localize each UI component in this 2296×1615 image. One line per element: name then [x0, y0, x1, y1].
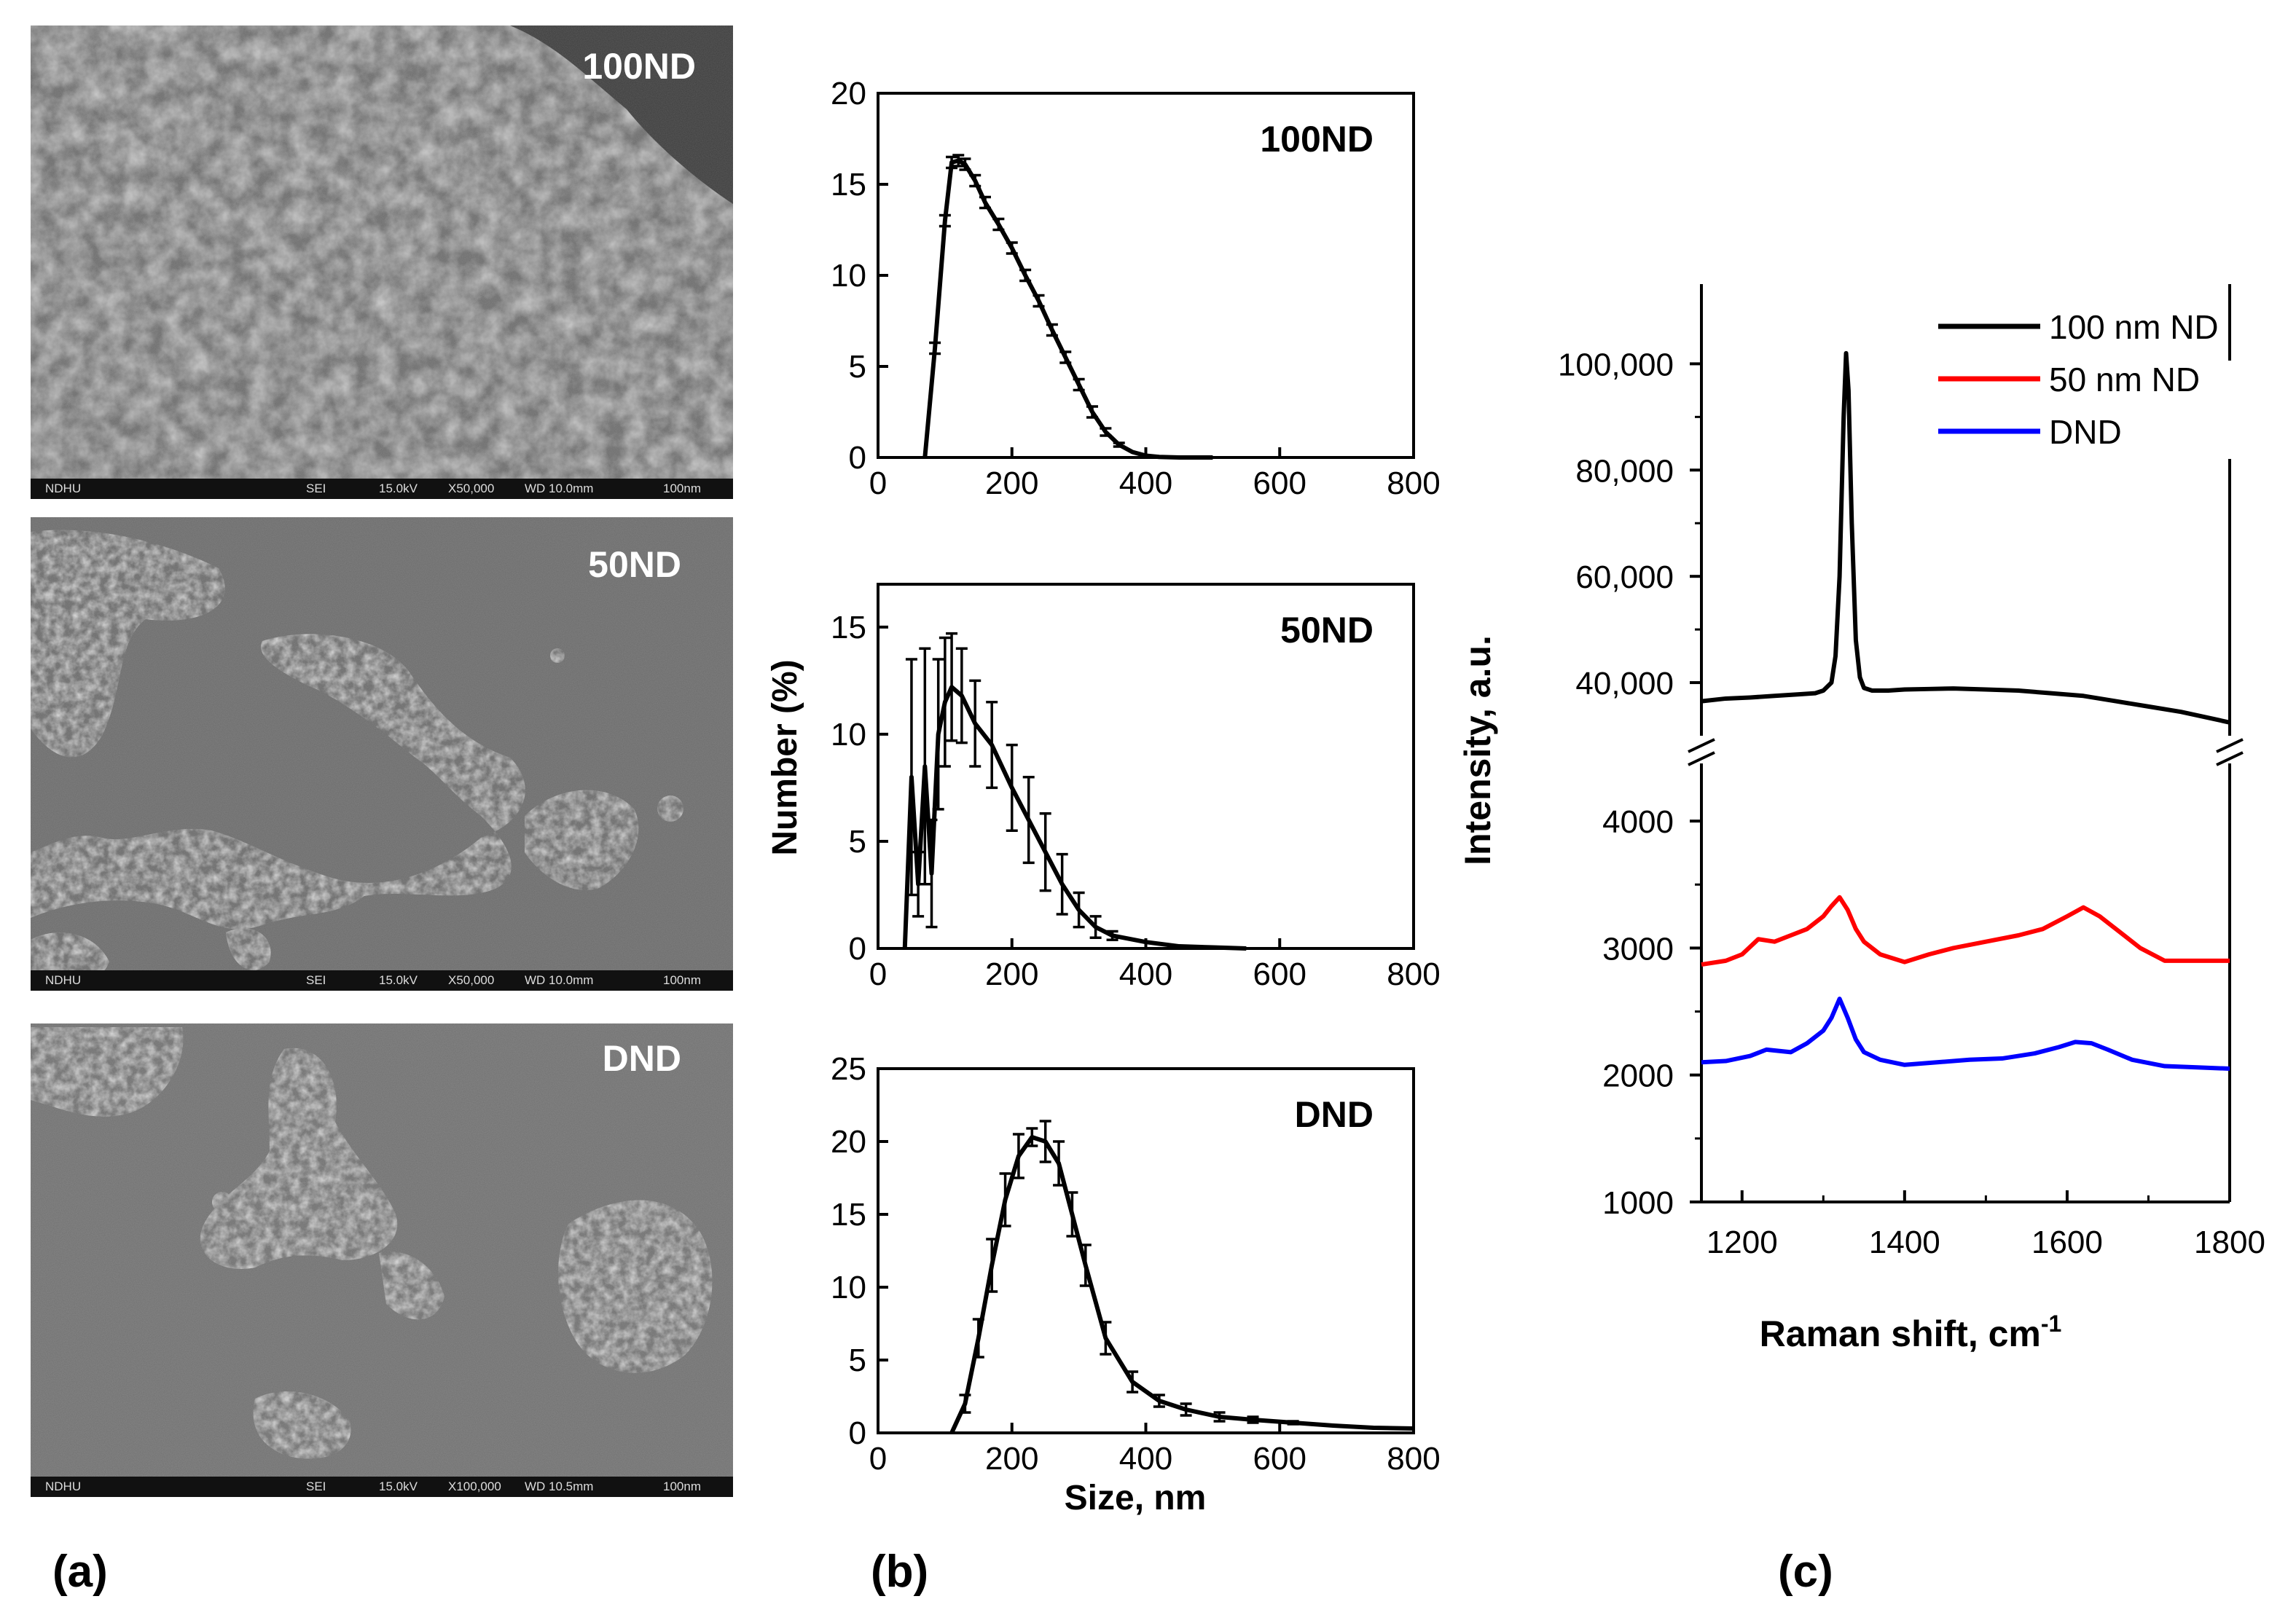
sem-footer-text: X100,000 — [448, 1480, 501, 1493]
sem-footer-text: NDHU — [45, 1480, 81, 1493]
raman-y-axis-label: Intensity, a.u. — [1457, 635, 1498, 865]
y-tick-label: 5 — [849, 349, 866, 385]
panel-label-c: (c) — [1778, 1547, 1833, 1597]
y-tick-label: 4000 — [1602, 804, 1674, 840]
x-tick-label: 1400 — [1869, 1225, 1940, 1260]
raman-series-50-nm-nd — [1701, 895, 2230, 967]
sem-label-50nd: 50ND — [588, 544, 681, 585]
sem-footer-text: X50,000 — [448, 482, 494, 495]
x-tick-label: 400 — [1119, 465, 1172, 501]
sem-image-100nd — [31, 25, 733, 499]
y-tick-label: 10 — [831, 258, 866, 294]
sem-footer-text: WD 10.5mm — [525, 1480, 593, 1493]
panel-label-b: (b) — [871, 1547, 928, 1597]
sem-footer-text: 100nm — [663, 973, 701, 987]
x-tick-label: 600 — [1253, 956, 1306, 992]
y-tick-label: 10 — [831, 717, 866, 753]
y-tick-label: 2000 — [1602, 1058, 1674, 1094]
sem-label-100nd: 100ND — [582, 46, 696, 87]
axis-break-mark — [2216, 738, 2244, 753]
size-chart-100nd: 0 200 400 600 800 0 5 10 15 20 100ND — [831, 76, 1441, 501]
y-tick-label: 15 — [831, 167, 866, 203]
y-tick-label: 80,000 — [1575, 453, 1674, 489]
raman-axes: 1200 1400 1600 1800 40,000 60,000 80,000 100,00… — [1558, 284, 2265, 1260]
x-tick-label: 0 — [869, 956, 887, 992]
distribution-line — [922, 158, 1213, 460]
raman-x-axis-label: Raman shift, cm-1 — [1760, 1311, 2062, 1354]
distribution-line — [949, 1135, 1414, 1434]
x-tick-label: 600 — [1253, 465, 1306, 501]
panel-label-a: (a) — [52, 1547, 108, 1597]
x-tick-label: 1800 — [2194, 1225, 2265, 1260]
x-tick-label: 400 — [1119, 1441, 1172, 1477]
sem-footer-text: 100nm — [663, 1480, 701, 1493]
raman-series-100-nm-nd — [1701, 350, 2230, 725]
raman-panel: Intensity, a.u. Raman shift, cm-1 1200 14… — [1457, 284, 2265, 1354]
sem-footers: NDHU SEI 15.0kV X50,000 WD 10.0mm 100nm NDHU SE… — [45, 482, 701, 1493]
sem-footer-text: X50,000 — [448, 973, 494, 987]
x-tick-label: 200 — [985, 1441, 1038, 1477]
x-tick-label: 400 — [1119, 956, 1172, 992]
y-tick-label: 60,000 — [1575, 559, 1674, 595]
y-tick-label: 100,000 — [1558, 347, 1674, 382]
sem-footer-text: 100nm — [663, 482, 701, 495]
sem-footer-text: SEI — [306, 973, 326, 987]
legend-label: DND — [2049, 413, 2122, 451]
distribution-label: 100ND — [1260, 119, 1374, 160]
distribution-label: DND — [1295, 1094, 1374, 1135]
x-tick-label: 200 — [985, 465, 1038, 501]
y-tick-label: 10 — [831, 1270, 866, 1305]
sem-label-dnd: DND — [603, 1038, 681, 1079]
y-tick-label: 20 — [831, 76, 866, 111]
y-tick-label: 20 — [831, 1124, 866, 1160]
legend-label: 50 nm ND — [2049, 361, 2200, 398]
distribution-label: 50ND — [1280, 610, 1374, 651]
legend-label: 100 nm ND — [2049, 308, 2219, 346]
x-tick-label: 1200 — [1707, 1225, 1778, 1260]
sem-panel: 100ND 50ND DND NDHU SEI 15.0kV X50,000 WD 10… — [31, 25, 733, 1497]
axis-break-mark — [1688, 751, 1715, 766]
sem-footer-text: NDHU — [45, 973, 81, 987]
sem-image-50nd — [31, 517, 733, 991]
sem-footer-text: 15.0kV — [379, 1480, 418, 1493]
y-tick-label: 3000 — [1602, 931, 1674, 967]
size-x-axis-label: Size, nm — [1065, 1479, 1207, 1517]
axis-break-mark — [2216, 751, 2244, 766]
sem-footer-text: SEI — [306, 1480, 326, 1493]
size-chart-dnd: 0 200 400 600 800 0 5 10 15 20 25 DND — [831, 1051, 1441, 1477]
x-tick-label: 600 — [1253, 1441, 1306, 1477]
y-tick-label: 0 — [849, 1415, 866, 1451]
y-tick-label: 1000 — [1602, 1185, 1674, 1221]
size-distribution-panel: Number (%) Size, nm 0 200 400 600 8000510152… — [766, 76, 1441, 1517]
y-tick-label: 15 — [831, 1197, 866, 1233]
y-tick-label: 0 — [849, 440, 866, 476]
sem-footer-text: SEI — [306, 482, 326, 495]
sem-footer-text: WD 10.0mm — [525, 973, 593, 987]
sem-footer-text: 15.0kV — [379, 973, 418, 987]
x-tick-label: 200 — [985, 956, 1038, 992]
y-tick-label: 0 — [849, 931, 866, 967]
y-tick-label: 40,000 — [1575, 666, 1674, 702]
y-tick-label: 5 — [849, 1343, 866, 1378]
axis-break-mark — [1688, 738, 1715, 753]
x-tick-label: 1600 — [2031, 1225, 2103, 1260]
y-tick-label: 15 — [831, 610, 866, 645]
x-tick-label: 800 — [1387, 1441, 1440, 1477]
sem-footer-text: WD 10.0mm — [525, 482, 593, 495]
raman-legend: 100 nm ND 50 nm ND DND — [1938, 308, 2219, 451]
x-tick-label: 800 — [1387, 956, 1440, 992]
size-chart-50nd: 0 200 400 600 800 0 5 10 15 50ND — [831, 583, 1441, 992]
sem-footer-text: NDHU — [45, 482, 81, 495]
sem-footer-text: 15.0kV — [379, 482, 418, 495]
y-tick-label: 25 — [831, 1051, 866, 1087]
x-tick-label: 0 — [869, 1441, 887, 1477]
x-tick-label: 800 — [1387, 465, 1440, 501]
x-tick-label: 0 — [869, 465, 887, 501]
distribution-line — [902, 685, 1247, 951]
size-y-axis-label: Number (%) — [766, 659, 804, 855]
sem-image-dnd — [31, 1023, 733, 1497]
y-tick-label: 5 — [849, 824, 866, 860]
raman-series-dnd — [1701, 997, 2230, 1071]
